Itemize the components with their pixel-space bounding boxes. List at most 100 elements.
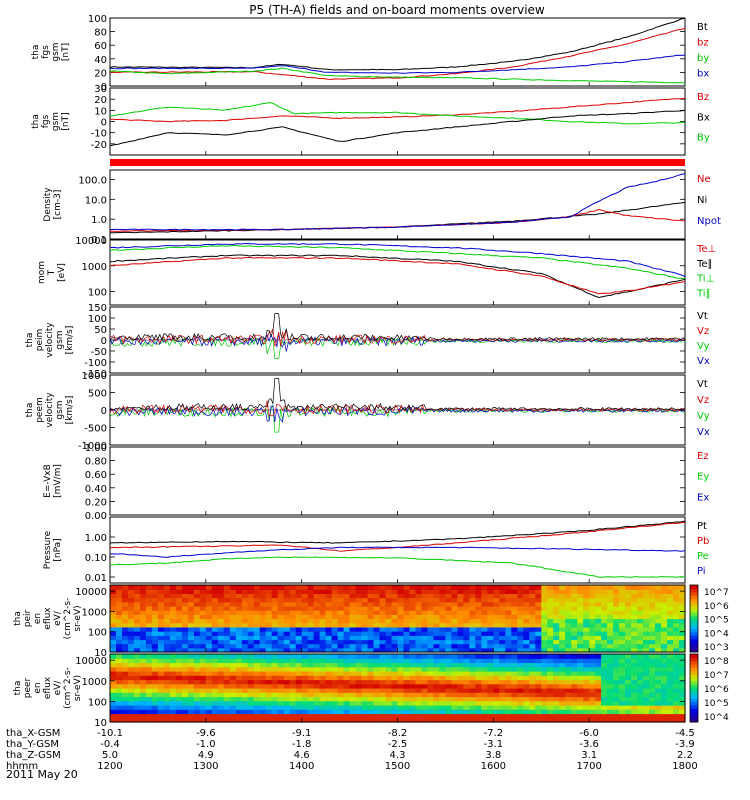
spectrogram-cell xyxy=(139,671,147,676)
spectrogram-cell xyxy=(493,666,500,672)
spectrogram-cell xyxy=(571,713,578,719)
spectrogram-cell xyxy=(535,658,542,664)
spectrogram-cell xyxy=(559,601,566,607)
spectrogram-cell xyxy=(134,671,141,676)
spectrogram-cell xyxy=(475,589,482,594)
spectrogram-cell xyxy=(415,683,423,689)
spectrogram-cell xyxy=(541,585,548,590)
spectrogram-cell xyxy=(589,717,596,723)
spectrogram-cell xyxy=(175,654,183,659)
spectrogram-cell xyxy=(565,643,572,649)
spectrogram-cell xyxy=(157,679,165,685)
spectrogram-cell xyxy=(679,647,686,653)
spectrogram-cell xyxy=(367,614,375,620)
spectrogram-cell xyxy=(457,614,464,620)
spectrogram-cell xyxy=(181,662,189,668)
spectrogram-cell xyxy=(229,614,237,620)
spectrogram-cell xyxy=(463,614,470,620)
spectrogram-cell xyxy=(469,700,476,706)
spectrogram-cell xyxy=(253,626,261,632)
spectrogram-cell xyxy=(163,675,171,681)
spectrogram-cell xyxy=(319,688,327,693)
spectrogram-cell xyxy=(427,654,434,659)
spectrogram-cell xyxy=(451,662,458,668)
spectrogram-cell xyxy=(499,618,506,624)
spectrogram-cell xyxy=(187,658,195,664)
spectrogram-cell xyxy=(367,688,375,693)
spectrogram-cell xyxy=(475,618,482,624)
spectrogram-cell xyxy=(469,713,476,719)
spectrogram-cell xyxy=(247,631,255,636)
spectrogram-cell xyxy=(277,679,285,685)
spectrogram-cell xyxy=(385,713,393,719)
spectrogram-cell xyxy=(499,705,506,710)
spectrogram-cell xyxy=(116,658,123,664)
spectrogram-cell xyxy=(403,666,411,672)
spectrogram-cell xyxy=(427,658,434,664)
spectrogram-cell xyxy=(403,709,411,715)
spectrogram-cell xyxy=(643,696,650,702)
spectrogram-cell xyxy=(343,639,351,645)
spectrogram-cell xyxy=(241,658,249,664)
spectrogram-cell xyxy=(301,614,309,620)
spectrogram-cell xyxy=(134,666,141,672)
spectrogram-cell xyxy=(343,605,351,611)
y-axis-label: eV/ xyxy=(53,680,63,696)
spectrogram-cell xyxy=(110,671,117,676)
spectrogram-cell xyxy=(583,635,590,641)
spectrogram-cell xyxy=(421,666,429,672)
spectrogram-cell xyxy=(283,618,291,624)
spectrogram-cell xyxy=(529,671,536,676)
spectrogram-cell xyxy=(463,593,470,599)
spectrogram-cell xyxy=(301,601,309,607)
spectrogram-cell xyxy=(307,717,315,723)
spectrogram-cell xyxy=(535,671,542,676)
spectrogram-cell xyxy=(253,639,261,645)
spectrogram-cell xyxy=(559,705,566,710)
spectrogram-cell xyxy=(481,610,488,615)
y-tick-label: -1000 xyxy=(78,441,107,452)
spectrogram-cell xyxy=(625,585,632,590)
spectrogram-cell xyxy=(595,683,602,689)
spectrogram-cell xyxy=(247,688,255,693)
spectrogram-cell xyxy=(661,597,668,603)
spectrogram-cell xyxy=(655,589,662,594)
spectrogram-cell xyxy=(463,622,470,628)
spectrogram-cell xyxy=(235,643,243,649)
spectrogram-cell xyxy=(451,614,458,620)
y-tick-label: 10 xyxy=(94,106,107,117)
spectrogram-cell xyxy=(577,705,584,710)
spectrogram-cell xyxy=(595,705,602,710)
spectrogram-cell xyxy=(409,626,417,632)
spectrogram-cell xyxy=(445,679,452,685)
spectrogram-cell xyxy=(553,601,560,607)
spectrogram-cell xyxy=(301,593,309,599)
spectrogram-cell xyxy=(128,610,135,615)
spectrogram-cell xyxy=(163,622,171,628)
spectrogram-cell xyxy=(175,675,183,681)
spectrogram-cell xyxy=(613,700,620,706)
spectrogram-cell xyxy=(128,717,135,723)
ephemeris-value: -9.6 xyxy=(196,728,216,739)
spectrogram-cell xyxy=(505,666,512,672)
spectrogram-cell xyxy=(511,614,518,620)
spectrogram-cell xyxy=(229,666,237,672)
spectrogram-cell xyxy=(625,658,632,664)
spectrogram-cell xyxy=(487,675,494,681)
spectrogram-cell xyxy=(643,626,650,632)
spectrogram-cell xyxy=(301,589,309,594)
spectrogram-cell xyxy=(559,654,566,659)
spectrogram-cell xyxy=(247,662,255,668)
spectrogram-cell xyxy=(361,658,369,664)
spectrogram-cell xyxy=(319,618,327,624)
spectrogram-cell xyxy=(313,675,321,681)
spectrogram-cell xyxy=(361,610,369,615)
spectrogram-cell xyxy=(397,643,405,649)
spectrogram-cell xyxy=(235,688,243,693)
legend-Bx: Bx xyxy=(697,112,710,123)
spectrogram-cell xyxy=(325,626,333,632)
spectrogram-cell xyxy=(655,631,662,636)
spectrogram-cell xyxy=(151,647,159,653)
spectrogram-cell xyxy=(229,643,237,649)
spectrogram-cell xyxy=(583,688,590,693)
